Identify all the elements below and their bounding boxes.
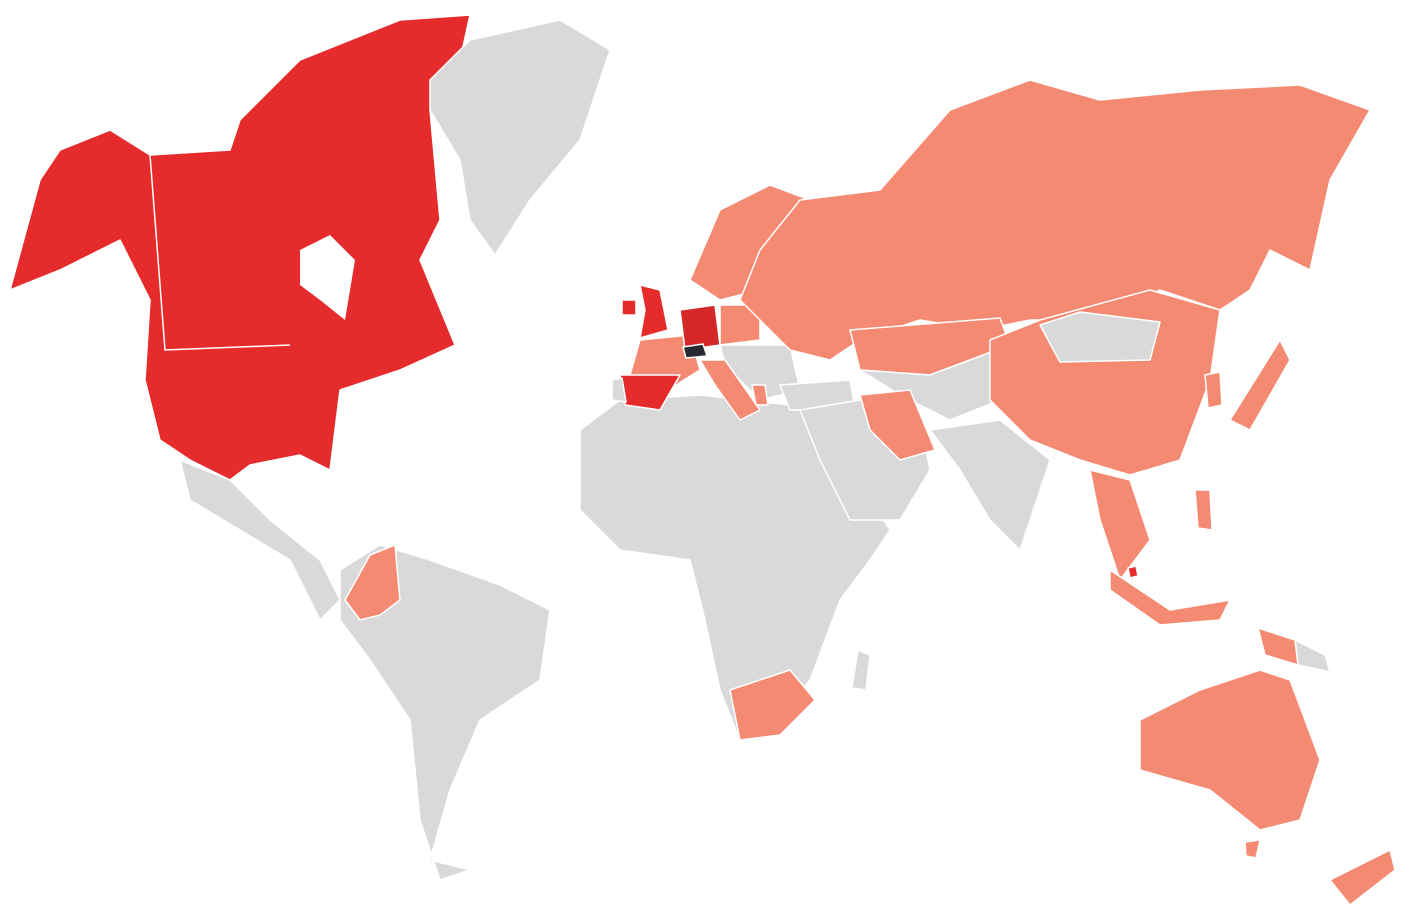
region-south-america[interactable] [339,544,551,881]
region-iran[interactable] [859,389,936,461]
region-colombia[interactable] [344,544,401,621]
region-australia[interactable] [1139,669,1321,831]
region-portugal[interactable] [611,377,627,403]
region-papua-new-guinea[interactable] [1294,639,1331,673]
region-tasmania[interactable] [1244,839,1261,859]
region-germany[interactable] [679,304,721,351]
region-central-america[interactable] [179,459,341,621]
hudson-bay [300,235,355,320]
region-north-america[interactable] [9,14,471,481]
region-japan[interactable] [1229,339,1291,431]
region-india[interactable] [929,419,1051,551]
region-ireland[interactable] [621,299,637,316]
region-greenland[interactable] [429,19,611,256]
region-new-zealand[interactable] [1329,849,1396,906]
region-indonesia[interactable] [1109,569,1231,626]
region-madagascar[interactable] [851,649,871,691]
region-south-africa[interactable] [729,669,816,741]
region-uk[interactable] [639,284,669,339]
region-new-guinea-west[interactable] [1257,627,1299,666]
region-southeast-asia[interactable] [1089,469,1151,581]
region-russia[interactable] [739,79,1371,361]
region-switzerland[interactable] [682,343,708,359]
region-africa[interactable] [579,394,891,741]
region-philippines[interactable] [1194,489,1213,531]
region-singapore[interactable] [1127,565,1139,579]
region-mongolia[interactable] [1039,311,1161,363]
region-italy[interactable] [699,359,761,421]
region-greece[interactable] [751,384,769,406]
border-line [149,154,291,351]
region-korea[interactable] [1204,371,1223,409]
